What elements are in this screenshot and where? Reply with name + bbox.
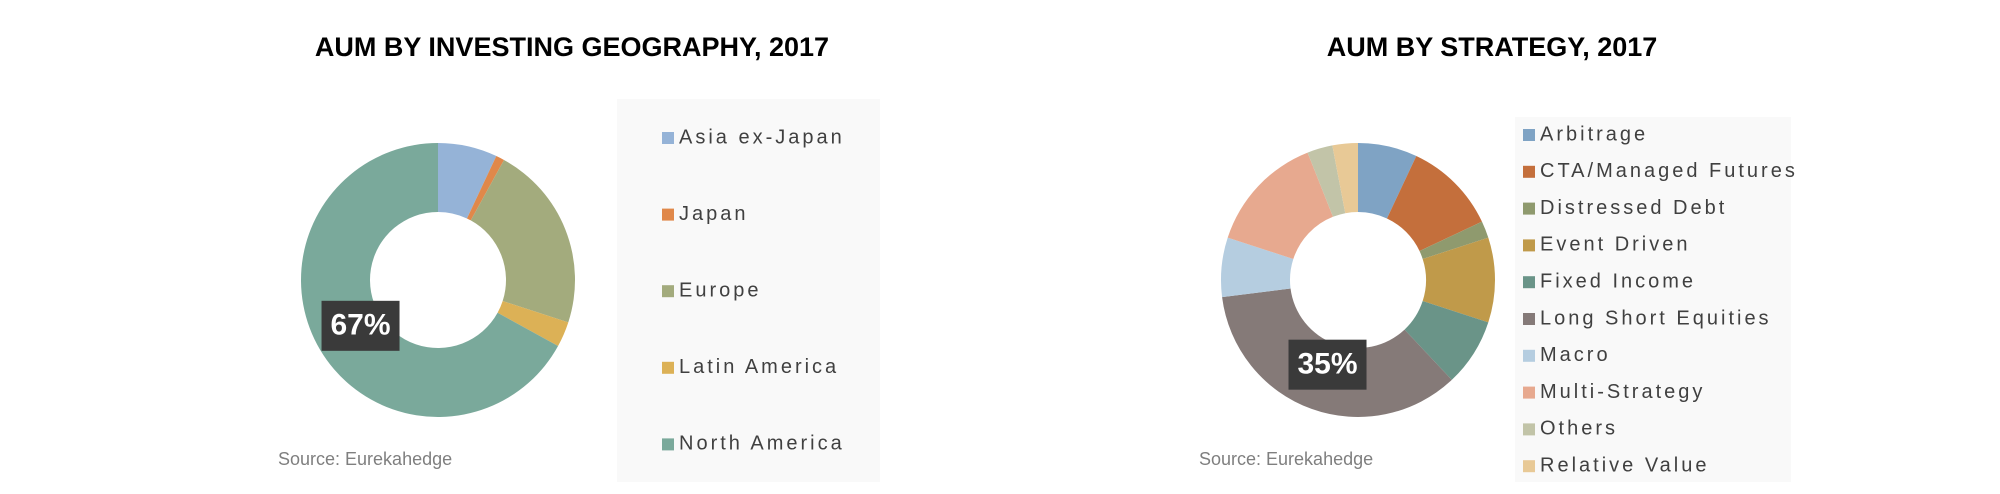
legend-swatch [1523, 386, 1535, 399]
legend-swatch [1523, 239, 1535, 252]
source-note: Source: Eurekahedge [1199, 449, 1373, 469]
donut-slice [438, 143, 497, 219]
legend-label: Long Short Equities [1540, 307, 1772, 329]
legend-swatch [1523, 129, 1535, 141]
value-label-box [1288, 339, 1367, 390]
value-label: 67% [331, 309, 391, 342]
legend-swatch [1523, 165, 1535, 178]
legend-label: Multi-Strategy [1540, 381, 1705, 403]
legend-swatch [1523, 460, 1535, 473]
legend-swatch [1523, 423, 1535, 436]
donut-slice [1358, 143, 1417, 219]
legend-swatch [1523, 276, 1535, 289]
legend-label: North America [679, 433, 845, 455]
donut-slice [1422, 237, 1496, 323]
legend-swatch [1523, 349, 1535, 362]
legend-label: Distressed Debt [1540, 197, 1727, 219]
legend-swatch [662, 208, 674, 221]
donut-slice [1419, 221, 1489, 259]
donut-slice [1227, 152, 1333, 259]
donut-slice [497, 301, 569, 347]
source-note: Source: Eurekahedge [278, 449, 452, 469]
legend-label: Asia ex-Japan [679, 126, 845, 148]
legend-label: Latin America [679, 356, 839, 378]
legend-swatch [662, 285, 674, 298]
legend-label: Event Driven [1540, 234, 1691, 256]
legend-swatch [662, 438, 674, 451]
donut-slice [1386, 156, 1482, 252]
value-label: 35% [1297, 348, 1357, 381]
legend-swatch [662, 361, 674, 374]
chart-title: AUM BY INVESTING GEOGRAPHY, 2017 [315, 32, 829, 62]
legend-label: Fixed Income [1540, 270, 1696, 292]
legend-box [617, 99, 880, 482]
donut-slice [1307, 145, 1346, 217]
legend-label: CTA/Managed Futures [1540, 160, 1798, 182]
legend-label: Europe [679, 279, 762, 301]
donut-slice [1404, 301, 1489, 380]
chart-title: AUM BY STRATEGY, 2017 [1327, 32, 1658, 62]
donut-slice [1332, 143, 1358, 214]
donut-slice [470, 159, 575, 323]
donut-slice [466, 156, 505, 221]
value-label-box [321, 300, 400, 351]
legend-label: Others [1540, 418, 1618, 440]
legend-label: Relative Value [1540, 454, 1709, 476]
legend-swatch [1523, 313, 1535, 325]
legend-label: Japan [679, 203, 749, 225]
legend-label: Arbitrage [1540, 123, 1648, 145]
legend-swatch [662, 132, 674, 144]
legend-box [1515, 117, 1791, 482]
legend-swatch [1523, 202, 1535, 215]
donut-slice [1220, 237, 1294, 298]
legend-label: Macro [1540, 344, 1611, 366]
